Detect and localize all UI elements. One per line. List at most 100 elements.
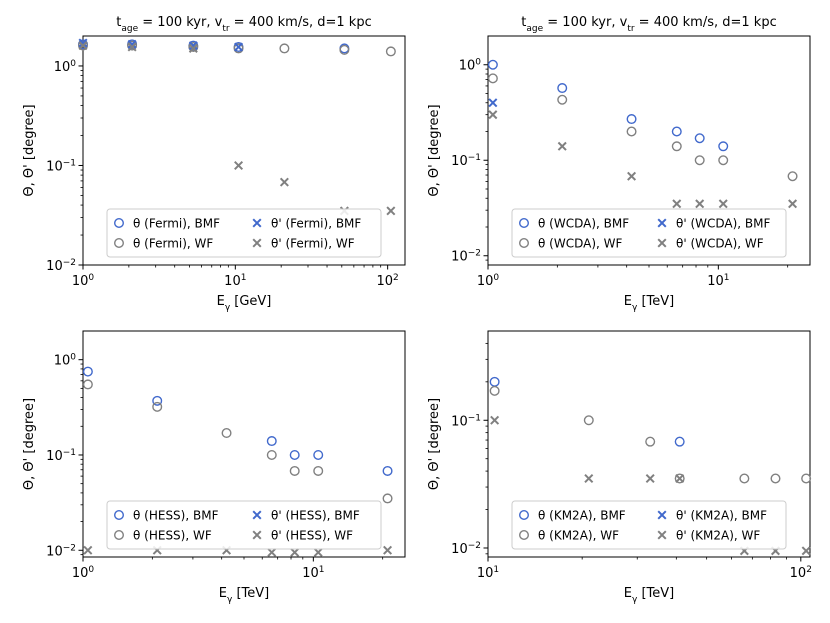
data-point (267, 547, 277, 557)
data-point (488, 110, 498, 120)
x-tick-label: 100 (72, 565, 95, 581)
data-point (266, 449, 277, 460)
data-point (82, 366, 93, 377)
legend-entry: θ' (WCDA), BMF (676, 217, 771, 231)
data-point (234, 160, 244, 170)
chart-panel-4: 101 102 10−2 10−1 Eγ [TeV] Θ, Θ' [degree] θ (K… (427, 330, 812, 605)
y-tick-label: 10−2 (46, 258, 76, 274)
axes-frame (82, 330, 406, 558)
data-point (787, 171, 798, 182)
y-tick-label: 10−2 (46, 543, 76, 559)
data-point (557, 141, 567, 151)
legend-marker (657, 510, 667, 520)
legend: θ (Fermi), BMF θ' (Fermi), BMF θ (Fermi), … (106, 208, 382, 258)
data-point (489, 376, 500, 387)
data-point (127, 40, 138, 51)
x-tick-label: 101 (707, 273, 729, 289)
data-point (266, 436, 277, 447)
y-tick-label: 10−1 (451, 413, 481, 429)
data-point (739, 473, 750, 484)
data-point (557, 94, 568, 105)
data-point (788, 199, 798, 209)
data-point (645, 473, 655, 484)
chart-panel-2: 100 101 10−2 10−1 100 tage = 100 kyr, vtr = 4… (427, 15, 811, 313)
x-tick-label: 102 (377, 273, 399, 289)
data-point (127, 42, 137, 52)
legend-marker (113, 510, 124, 521)
data-point (674, 473, 685, 484)
data-point (382, 465, 393, 476)
legend-marker (657, 530, 667, 540)
data-point (188, 41, 198, 51)
data-point (487, 73, 498, 84)
legend-entry: θ (Fermi), BMF (133, 217, 220, 231)
data-point (675, 473, 685, 484)
legend-marker (519, 237, 530, 248)
x-tick-label: 101 (477, 565, 499, 581)
y-tick-label: 100 (459, 58, 482, 74)
data-point (801, 473, 812, 484)
y-tick-label: 10−2 (451, 541, 481, 557)
legend-entry: θ' (KM2A), WF (676, 529, 760, 543)
data-point (279, 43, 290, 54)
data-point (83, 545, 93, 555)
data-point (221, 428, 232, 439)
y-tick-label: 10−1 (46, 158, 76, 174)
data-point (490, 415, 500, 425)
legend-entry: θ (HESS), BMF (133, 509, 219, 523)
chart-panel-1: 100 101 102 10−2 10−1 100 tage = 100 kyr, vtr … (22, 15, 406, 313)
legend-entry: θ' (Fermi), WF (271, 237, 355, 251)
chart-title: tage = 100 kyr, vtr = 400 km/s, d=1 kpc (521, 15, 776, 34)
legend-entry: θ (KM2A), BMF (538, 509, 626, 523)
legend-entry: θ (WCDA), WF (538, 237, 622, 251)
data-points (489, 376, 812, 556)
y-tick-label: 10−2 (451, 249, 481, 265)
x-tick-label: 100 (477, 273, 500, 289)
data-point (718, 141, 729, 152)
data-point (290, 547, 300, 557)
data-point (77, 40, 88, 51)
chart-title: tage = 100 kyr, vtr = 400 km/s, d=1 kpc (116, 15, 371, 34)
legend-entry: θ (HESS), WF (133, 529, 212, 543)
legend-marker (519, 530, 530, 541)
axes-frame (487, 330, 811, 558)
data-points (77, 38, 396, 216)
legend-marker (113, 530, 124, 541)
data-point (289, 465, 300, 476)
y-tick-label: 10−1 (46, 448, 76, 464)
data-point (289, 449, 300, 460)
legend-marker (113, 237, 124, 248)
data-point (694, 133, 705, 144)
data-point (671, 126, 682, 137)
legend-marker (252, 218, 262, 228)
data-point (672, 199, 682, 209)
y-axis-label: Θ, Θ' [degree] (427, 398, 442, 490)
x-axis-label: Eγ [TeV] (624, 294, 674, 313)
data-point (385, 46, 396, 57)
legend-marker (657, 238, 667, 248)
legend-marker (113, 217, 124, 228)
x-tick-label: 101 (224, 273, 246, 289)
data-point (626, 114, 637, 125)
data-point (584, 473, 594, 484)
data-point (152, 395, 163, 406)
x-axis-label: Eγ [TeV] (219, 586, 269, 605)
legend-entry: θ (KM2A), WF (538, 529, 619, 543)
legend: θ (HESS), BMF θ' (HESS), BMF θ (HESS), WF θ… (106, 500, 382, 550)
data-point (694, 155, 705, 166)
data-point (718, 155, 729, 166)
x-axis-label: Eγ [TeV] (624, 586, 674, 605)
data-points (487, 59, 798, 209)
legend-marker (657, 218, 667, 228)
legend-marker (252, 238, 262, 248)
data-point (78, 38, 88, 48)
data-point (188, 43, 198, 53)
data-point (78, 41, 88, 51)
legend-entry: θ' (Fermi), BMF (271, 217, 361, 231)
data-point (313, 465, 324, 476)
data-point (627, 171, 637, 181)
legend-entry: θ' (WCDA), WF (676, 237, 764, 251)
data-point (645, 436, 656, 447)
y-axis-label: Θ, Θ' [degree] (22, 398, 37, 490)
chart-panel-3: 100 101 10−2 10−1 100 Eγ [TeV] Θ, Θ' [degree] θ… (22, 330, 406, 605)
